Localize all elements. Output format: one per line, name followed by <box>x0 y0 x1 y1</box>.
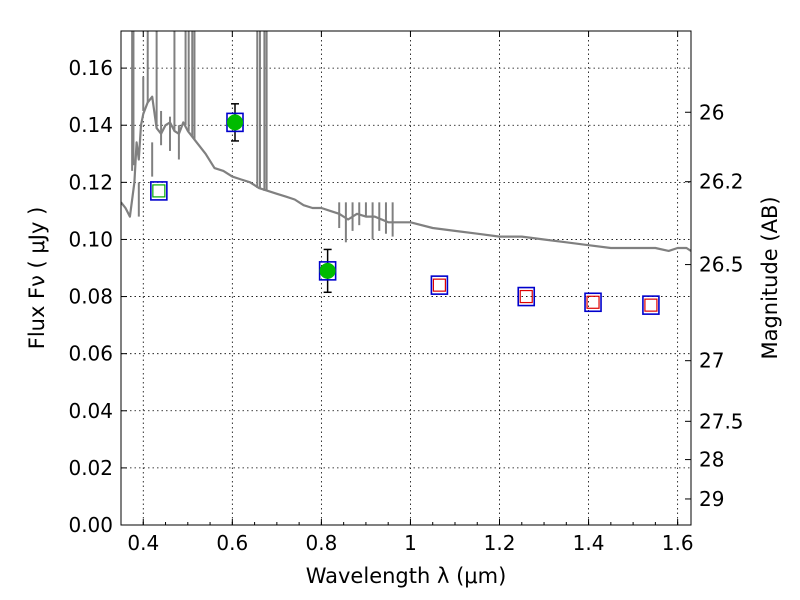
y-tick-label: 0.06 <box>68 342 113 366</box>
right-tick-label: 27 <box>699 349 724 373</box>
input-photometry-square <box>644 298 658 312</box>
y-tick-label: 0.12 <box>68 170 113 194</box>
model-spectrum-group <box>121 31 691 252</box>
y-tick-label: 0.08 <box>68 285 113 309</box>
right-tick-label: 26 <box>699 100 724 124</box>
x-tick-label: 1.4 <box>573 531 605 555</box>
right-tick-label: 26.2 <box>699 170 744 194</box>
right-tick-label: 26.5 <box>699 253 744 277</box>
right-axis-label: Magnitude (AB) <box>758 196 782 359</box>
y-tick-label: 0.16 <box>68 56 113 80</box>
right-tick-label: 27.5 <box>699 409 744 433</box>
model-spectrum-line <box>121 95 691 252</box>
model-photometry-square <box>584 292 602 313</box>
input-photometry-square <box>152 184 166 198</box>
x-tick-label: 1 <box>404 531 417 555</box>
model-photometry-square <box>642 295 660 315</box>
y-tick-label: 0.00 <box>68 513 113 537</box>
observed-point <box>319 262 336 279</box>
model-spectrum-layer <box>121 31 691 252</box>
right-tick-label: 29 <box>699 487 724 511</box>
y-axis-label: Flux Fν ( μJy ) <box>25 207 49 350</box>
model-photometry-square <box>517 286 536 307</box>
ticks-layer: 0.4 0.6 0.8 1 1.2 1.4 1.6 0.00 0.02 0.04 0.06 0.08 0… <box>68 31 744 555</box>
y-tick-label: 0.10 <box>68 227 113 251</box>
model-photometry-square <box>430 275 449 295</box>
input-photometry-square <box>519 289 533 304</box>
observed-point <box>227 114 243 131</box>
input-photometry-square <box>586 295 600 309</box>
x-axis-label: Wavelength λ (μm) <box>306 564 507 588</box>
grid <box>121 31 691 525</box>
x-tick-label: 0.6 <box>216 531 248 555</box>
x-tick-label: 0.4 <box>127 531 159 555</box>
y-tick-label: 0.02 <box>68 456 113 480</box>
x-tick-label: 1.2 <box>484 531 516 555</box>
x-tick-label: 1.6 <box>662 531 694 555</box>
plot-frame <box>120 30 692 526</box>
points-layer <box>150 103 660 315</box>
input-photometry-square <box>432 278 446 292</box>
model-photometry-square <box>150 181 168 201</box>
right-tick-label: 28 <box>699 448 724 472</box>
x-tick-label: 0.8 <box>305 531 337 555</box>
y-tick-label: 0.14 <box>68 113 113 137</box>
y-tick-label: 0.04 <box>68 399 113 423</box>
